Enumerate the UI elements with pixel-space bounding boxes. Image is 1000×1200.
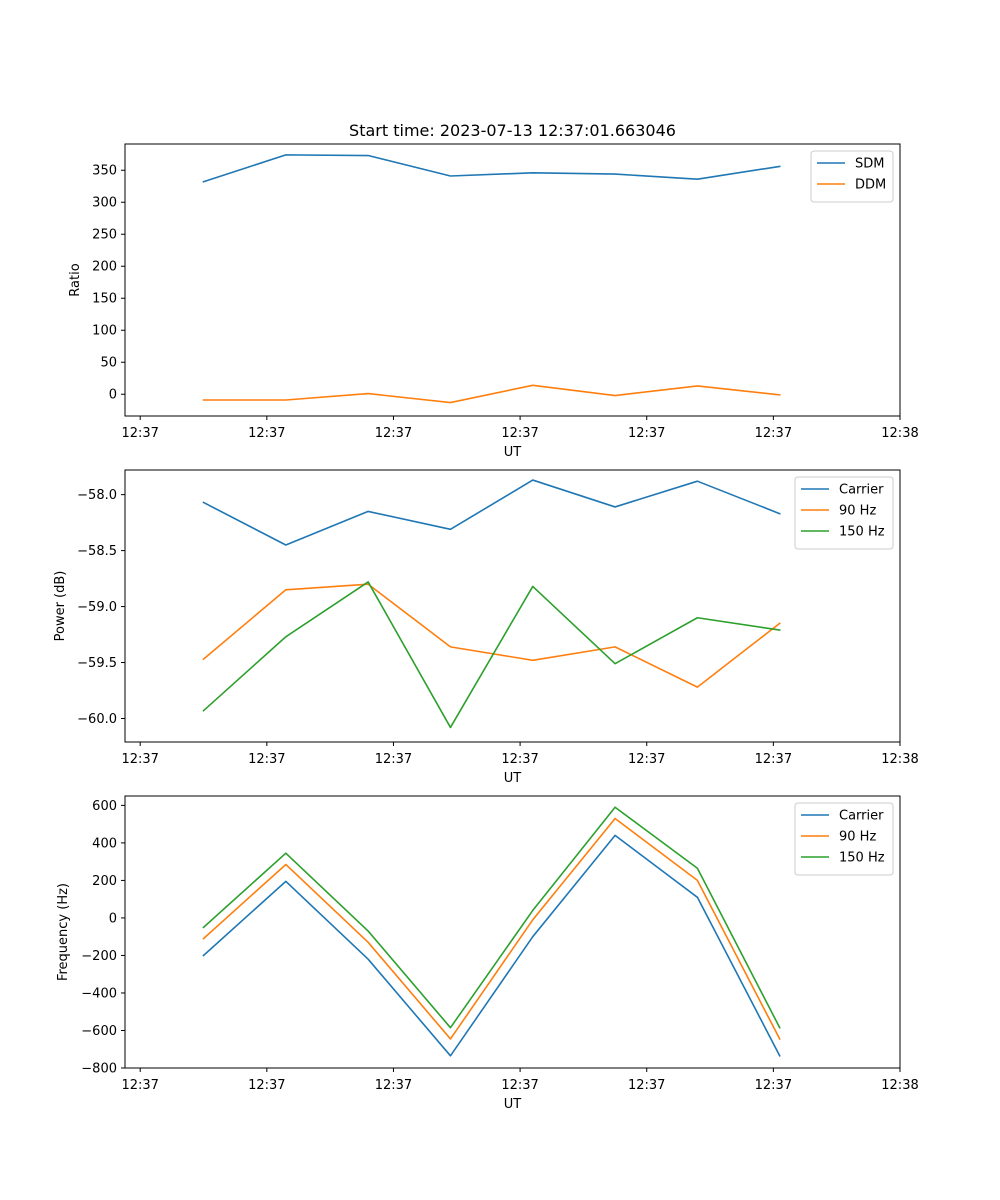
- power-x-tick-label: 12:37: [628, 752, 665, 767]
- ratio-y-tick-label: 350: [92, 164, 117, 179]
- power-x-tick-label: 12:37: [375, 752, 412, 767]
- power-series-90-hz-line: [202, 583, 781, 688]
- ratio-panel: 12:37 12:37 12:37 12:37 12:37 12:37 12:38 0 50 10…: [68, 143, 919, 460]
- frequency-y-tick-label: −400: [81, 986, 117, 1001]
- ratio-y-tick-label: 50: [100, 356, 117, 371]
- ratio-series-ddm-line: [202, 384, 781, 404]
- frequency-panel: 12:37 12:37 12:37 12:37 12:37 12:37 12:38 −800 −…: [56, 795, 919, 1112]
- frequency-legend: Carrier 90 Hz 150 Hz: [794, 802, 894, 876]
- frequency-legend-label-carrier: Carrier: [839, 809, 884, 824]
- frequency-series-carrier-line: [202, 834, 781, 1057]
- frequency-x-tick-label: 12:37: [628, 1078, 665, 1093]
- power-y-tick-label: −58.5: [77, 544, 117, 559]
- ratio-legend-label-ddm: DDM: [855, 178, 886, 193]
- power-x-axis-label: UT: [504, 771, 522, 786]
- frequency-x-tick-label: 12:37: [375, 1078, 412, 1093]
- frequency-y-tick-label: 600: [92, 799, 117, 814]
- ratio-legend: SDM DDM: [810, 150, 894, 203]
- ratio-y-tick-label: 200: [92, 260, 117, 275]
- frequency-x-tick-label: 12:37: [501, 1078, 538, 1093]
- frequency-legend-label-90-hz: 90 Hz: [839, 830, 876, 845]
- frequency-series-90-hz-line: [202, 817, 781, 1040]
- power-series-carrier-line: [202, 479, 781, 546]
- ratio-series-sdm-line: [202, 154, 781, 183]
- power-legend-label-carrier: Carrier: [839, 483, 884, 498]
- figure-title: Start time: 2023-07-13 12:37:01.663046: [349, 121, 676, 140]
- ratio-y-axis-label: Ratio: [68, 263, 83, 296]
- frequency-series-150-hz-line: [202, 806, 781, 1029]
- frequency-axes-frame: [124, 795, 901, 1069]
- ratio-x-tick-label: 12:37: [501, 426, 538, 441]
- power-x-tick-label: 12:38: [881, 752, 918, 767]
- ratio-y-tick-label: 0: [109, 388, 117, 403]
- frequency-x-tick-label: 12:37: [755, 1078, 792, 1093]
- power-panel: 12:37 12:37 12:37 12:37 12:37 12:37 12:38 −60.0…: [53, 469, 919, 786]
- frequency-legend-label-150-hz: 150 Hz: [839, 851, 885, 866]
- ratio-y-tick-label: 250: [92, 228, 117, 243]
- frequency-x-axis-label: UT: [504, 1097, 522, 1112]
- frequency-y-tick-label: −800: [81, 1062, 117, 1077]
- power-y-tick-label: −58.0: [77, 488, 117, 503]
- ratio-x-tick-label: 12:37: [375, 426, 412, 441]
- power-legend-label-90-hz: 90 Hz: [839, 504, 876, 519]
- power-legend-label-150-hz: 150 Hz: [839, 525, 885, 540]
- power-axes-frame: [124, 469, 901, 743]
- ratio-y-tick-label: 300: [92, 196, 117, 211]
- ratio-x-tick-label: 12:37: [121, 426, 158, 441]
- power-y-axis-label: Power (dB): [53, 571, 68, 642]
- ratio-axes-frame: [124, 143, 901, 417]
- power-y-tick-label: −59.5: [77, 656, 117, 671]
- power-x-tick-label: 12:37: [755, 752, 792, 767]
- ratio-x-tick-label: 12:37: [628, 426, 665, 441]
- ratio-x-tick-label: 12:37: [755, 426, 792, 441]
- power-legend: Carrier 90 Hz 150 Hz: [794, 476, 894, 550]
- ratio-x-tick-label: 12:38: [881, 426, 918, 441]
- frequency-x-tick-label: 12:37: [248, 1078, 285, 1093]
- ratio-legend-label-sdm: SDM: [855, 157, 884, 172]
- power-x-tick-label: 12:37: [248, 752, 285, 767]
- frequency-x-tick-label: 12:38: [881, 1078, 918, 1093]
- power-x-tick-label: 12:37: [501, 752, 538, 767]
- power-y-tick-label: −60.0: [77, 712, 117, 727]
- frequency-x-tick-label: 12:37: [121, 1078, 158, 1093]
- power-series-150-hz-line: [202, 581, 781, 729]
- frequency-y-tick-label: 0: [109, 911, 117, 926]
- frequency-y-axis-label: Frequency (Hz): [56, 883, 71, 981]
- power-x-tick-label: 12:37: [121, 752, 158, 767]
- frequency-y-tick-label: 200: [92, 874, 117, 889]
- ratio-y-tick-label: 100: [92, 324, 117, 339]
- ratio-x-tick-label: 12:37: [248, 426, 285, 441]
- frequency-y-tick-label: 400: [92, 836, 117, 851]
- ratio-y-tick-label: 150: [92, 292, 117, 307]
- ratio-x-axis-label: UT: [504, 445, 522, 460]
- frequency-y-tick-label: −600: [81, 1024, 117, 1039]
- frequency-y-tick-label: −200: [81, 949, 117, 964]
- power-y-tick-label: −59.0: [77, 600, 117, 615]
